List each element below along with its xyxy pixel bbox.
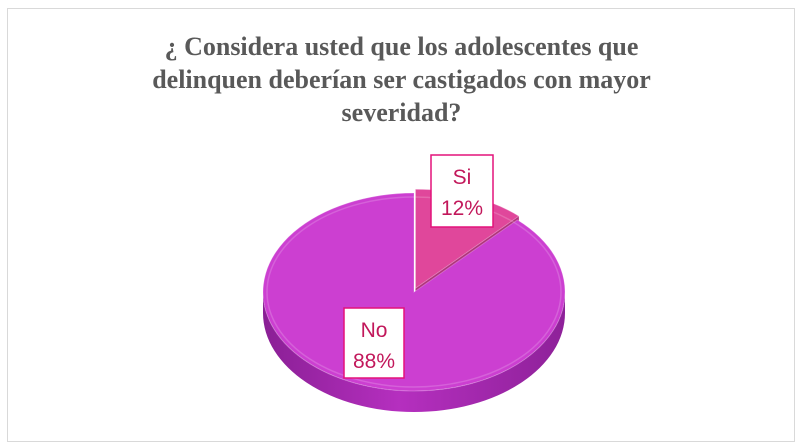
chart-title-line-3: severidad? [341,98,462,127]
data-label-value-no: 88% [353,350,395,373]
chart-title: ¿ Considera usted que los adolescentes q… [0,30,803,129]
pie-top-highlight [266,196,562,388]
data-label-si: Si 12% [430,154,494,228]
chart-title-line-2: delinquen deberían ser castigados con ma… [152,65,651,94]
pie-slice-no [262,192,566,392]
data-label-category-no: No [361,319,388,342]
chart-title-line-1: ¿ Considera usted que los adolescentes q… [164,32,639,61]
data-label-box-si [430,154,494,228]
data-label-category-si: Si [453,166,472,189]
data-label-box-no [343,307,405,379]
data-label-value-si: 12% [441,197,483,220]
pie-side-wall [263,292,565,412]
data-label-no: No 88% [343,307,405,379]
